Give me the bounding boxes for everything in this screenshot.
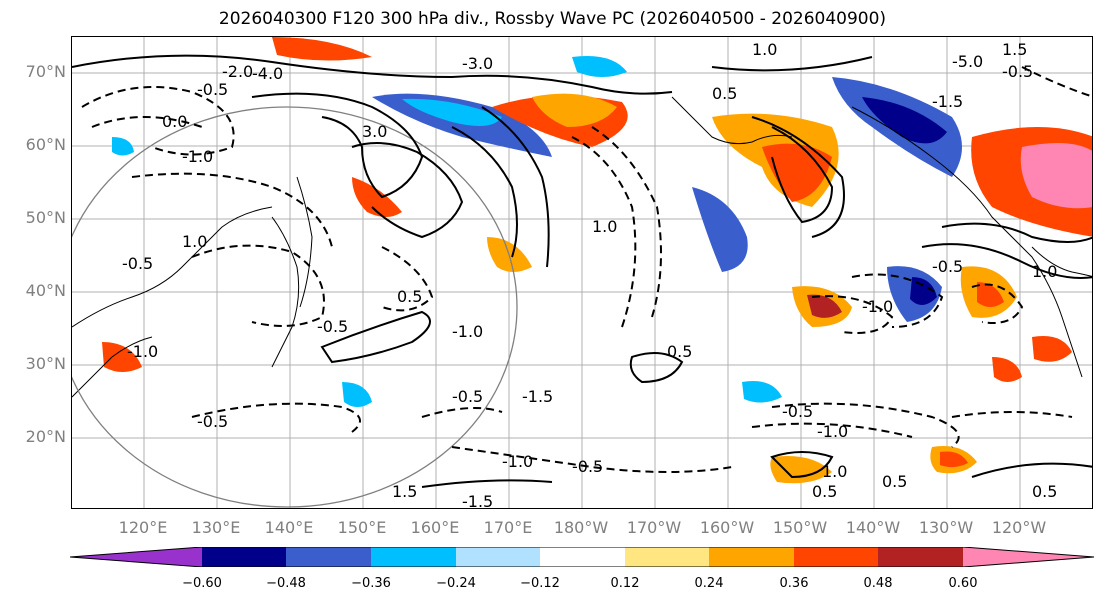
contour-label: -1.5 bbox=[462, 492, 493, 509]
contour-label: -0.5 bbox=[782, 402, 813, 421]
contour-label: -4.0 bbox=[252, 64, 283, 83]
contour-label: -1.5 bbox=[932, 92, 963, 111]
contour-label: -1.0 bbox=[127, 342, 158, 361]
lon-label: 150°E bbox=[337, 518, 387, 537]
contour-label: -2.0 bbox=[222, 62, 253, 81]
contour-label: 0.0 bbox=[162, 112, 187, 131]
lon-label: 150°W bbox=[772, 518, 828, 537]
lat-label: 20°N bbox=[25, 427, 66, 446]
contour-label: -0.5 bbox=[452, 387, 483, 406]
colorbar-segment bbox=[202, 547, 286, 567]
coastlines bbox=[72, 96, 1092, 398]
contour-label: -1.0 bbox=[862, 297, 893, 316]
colorbar-outline bbox=[70, 547, 1095, 567]
map-panel: -3.0 -2.0 -4.0 -0.5 0.5 -1.0 1.0 -1.5 1.… bbox=[71, 36, 1093, 509]
colorbar-tick-label: 0.60 bbox=[948, 576, 978, 591]
contour-label: -5.0 bbox=[952, 52, 983, 71]
colorbar-tick-label: 0.36 bbox=[779, 576, 809, 591]
colorbar-segment bbox=[878, 547, 963, 567]
colorbar-segment bbox=[963, 547, 1094, 567]
positive-contours bbox=[72, 54, 1092, 488]
colorbar-tick-label: −0.60 bbox=[182, 576, 222, 591]
lat-label: 30°N bbox=[25, 354, 66, 373]
contour-label: -0.5 bbox=[317, 317, 348, 336]
colorbar-tick-label: 0.48 bbox=[863, 576, 893, 591]
contour-label: 1.5 bbox=[1002, 40, 1027, 59]
contour-label: -1.0 bbox=[182, 147, 213, 166]
contour-labels: -3.0 -2.0 -4.0 -0.5 0.5 -1.0 1.0 -1.5 1.… bbox=[122, 40, 1057, 509]
contour-label: -1.5 bbox=[522, 387, 553, 406]
contour-label: 1.0 bbox=[1032, 262, 1057, 281]
colorbar-tick-label: −0.48 bbox=[266, 576, 306, 591]
contour-label: -1.0 bbox=[502, 452, 533, 471]
divergence-fill bbox=[102, 37, 1092, 484]
colorbar-segment bbox=[286, 547, 371, 567]
contour-label: -0.5 bbox=[197, 80, 228, 99]
colorbar-tick-label: −0.24 bbox=[436, 576, 476, 591]
colorbar-segment bbox=[456, 547, 540, 567]
contour-label: 1.0 bbox=[182, 232, 207, 251]
lat-label: 70°N bbox=[25, 62, 66, 81]
lat-label: 50°N bbox=[25, 208, 66, 227]
colorbar-segment bbox=[625, 547, 709, 567]
contour-label: -0.5 bbox=[1002, 62, 1033, 81]
contour-label: 0.5 bbox=[667, 342, 692, 361]
lon-label: 160°W bbox=[699, 518, 755, 537]
contour-label: 0.5 bbox=[712, 84, 737, 103]
lon-label: 120°W bbox=[991, 518, 1047, 537]
contour-label: -1.0 bbox=[452, 322, 483, 341]
colorbar-tick-label: 0.24 bbox=[694, 576, 724, 591]
lon-label: 170°W bbox=[626, 518, 682, 537]
lat-label: 60°N bbox=[25, 135, 66, 154]
contour-label: -3.0 bbox=[462, 54, 493, 73]
lon-label: 130°W bbox=[918, 518, 974, 537]
colorbar-segment bbox=[709, 547, 794, 567]
contour-label: 0.5 bbox=[1032, 482, 1057, 501]
contour-label: 1.0 bbox=[822, 462, 847, 481]
contour-label: -0.5 bbox=[572, 457, 603, 476]
colorbar-tick-label: −0.36 bbox=[351, 576, 391, 591]
contour-label: -0.5 bbox=[122, 254, 153, 273]
contour-label: -0.5 bbox=[197, 412, 228, 431]
contour-label: 1.5 bbox=[392, 482, 417, 501]
colorbar-segment bbox=[794, 547, 878, 567]
contour-label: -0.5 bbox=[932, 257, 963, 276]
colorbar bbox=[70, 547, 1095, 567]
lon-label: 180°W bbox=[553, 518, 609, 537]
contour-label: -1.0 bbox=[817, 422, 848, 441]
lon-label: 140°E bbox=[264, 518, 314, 537]
map-canvas: -3.0 -2.0 -4.0 -0.5 0.5 -1.0 1.0 -1.5 1.… bbox=[72, 37, 1092, 509]
contour-label: 0.5 bbox=[812, 482, 837, 501]
lon-label: 120°E bbox=[118, 518, 168, 537]
contour-label: 0.5 bbox=[882, 472, 907, 491]
lat-label: 40°N bbox=[25, 281, 66, 300]
contour-label: 3.0 bbox=[362, 122, 387, 141]
colorbar-segment bbox=[70, 547, 202, 567]
map-title: 2026040300 F120 300 hPa div., Rossby Wav… bbox=[218, 9, 887, 29]
lon-label: 140°W bbox=[845, 518, 901, 537]
colorbar-tick-label: 0.12 bbox=[610, 576, 640, 591]
contour-label: 1.0 bbox=[592, 217, 617, 236]
lon-label: 160°E bbox=[410, 518, 460, 537]
contour-label: 1.0 bbox=[752, 40, 777, 59]
negative-contours bbox=[81, 66, 1092, 473]
colorbar-tick-label: −0.12 bbox=[520, 576, 560, 591]
contour-label: 0.5 bbox=[397, 287, 422, 306]
range-circle bbox=[72, 106, 518, 508]
lon-label: 130°E bbox=[191, 518, 241, 537]
lon-label: 170°E bbox=[483, 518, 533, 537]
colorbar-segment bbox=[540, 547, 625, 567]
colorbar-segment bbox=[371, 547, 456, 567]
